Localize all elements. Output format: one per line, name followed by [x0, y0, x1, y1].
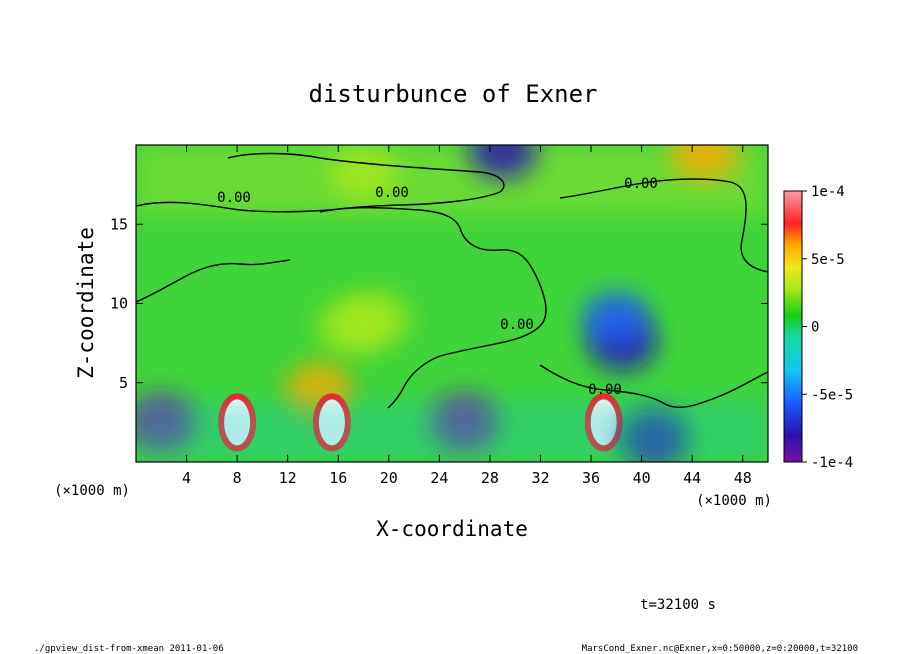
x-tick-label-9: 40 [633, 469, 651, 487]
x-tick-label-10: 44 [683, 469, 701, 487]
plot-area [136, 145, 768, 462]
y-tick-label-0: 5 [119, 374, 128, 392]
x-tick-label-3: 16 [329, 469, 347, 487]
y-tick-label-1: 10 [110, 295, 128, 313]
colorbar: 1e-4 5e-5 0 -5e-5 -1e-4 [783, 184, 853, 471]
contour-label-4: 0.00 [588, 382, 622, 398]
y-axis-label: Z-coordinate [74, 227, 98, 379]
y-tick-label-2: 15 [110, 215, 128, 233]
field-feature-4 [582, 291, 651, 348]
x-unit-label: (×1000 m) [696, 493, 772, 509]
contour-label-1: 0.00 [375, 185, 409, 201]
colorbar-tick-label-3: -5e-5 [811, 387, 853, 403]
contour-label-3: 0.00 [500, 317, 534, 333]
colorbar-tick-label-4: -1e-4 [811, 455, 853, 471]
colorbar-tick-label-0: 1e-4 [811, 184, 845, 200]
field-feature-6 [670, 145, 739, 181]
colorbar-tick-label-2: 0 [811, 320, 819, 336]
chart-title: disturbunce of Exner [309, 80, 598, 108]
x-tick-label-2: 12 [279, 469, 297, 487]
field-feature-5 [468, 145, 537, 180]
contour-zero-upper [136, 201, 547, 409]
field-feature-7 [329, 145, 398, 202]
x-tick-label-4: 20 [380, 469, 398, 487]
x-tick-label-5: 24 [430, 469, 448, 487]
contour-zero-low-right [539, 364, 768, 408]
contour-zero-left [136, 259, 291, 303]
colorbar-ticks: 1e-4 5e-5 0 -5e-5 -1e-4 [802, 184, 853, 471]
field-feature-1 [342, 291, 411, 348]
x-tick-label-8: 36 [582, 469, 600, 487]
contour-label-0: 0.00 [217, 190, 251, 206]
contour-labels: 0.00 0.00 0.00 0.00 0.00 [217, 176, 658, 398]
lower-band [136, 400, 768, 462]
footer-right: MarsCond_Exner.nc@Exner,x=0:50000,z=0:20… [582, 644, 858, 654]
z-unit-label: (×1000 m) [54, 483, 130, 499]
x-tick-label-0: 4 [182, 469, 191, 487]
colorbar-gradient [783, 190, 803, 463]
x-axis-label: X-coordinate [376, 517, 528, 541]
footer-left: ./gpview_dist-from-xmean 2011-01-06 [34, 644, 224, 654]
contour-zero-top [227, 152, 505, 213]
contour-label-2: 0.00 [624, 176, 658, 192]
x-tick-label-6: 28 [481, 469, 499, 487]
x-tick-label-11: 48 [734, 469, 752, 487]
x-tick-label-1: 8 [233, 469, 242, 487]
time-label: t=32100 s [640, 597, 716, 613]
y-axis-ticks: 5 10 15 [110, 215, 768, 392]
colorbar-tick-label-1: 5e-5 [811, 252, 845, 268]
x-axis-ticks: 4 8 12 16 20 24 28 32 36 40 44 48 [182, 145, 752, 487]
contour-zero-right [559, 178, 768, 273]
x-tick-label-7: 32 [531, 469, 549, 487]
